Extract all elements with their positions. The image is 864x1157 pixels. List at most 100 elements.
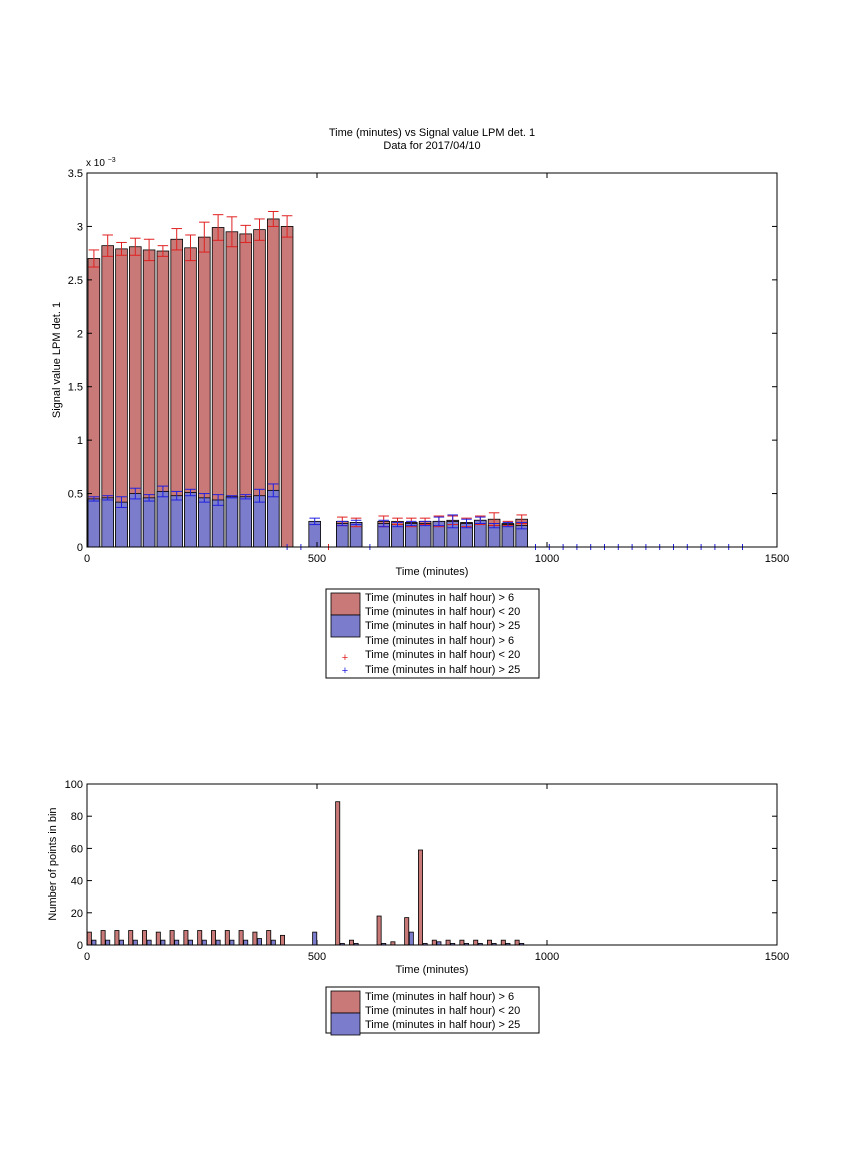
top-blue-bar	[198, 497, 211, 548]
bottom-red-bar	[445, 939, 451, 946]
bottom-red-bar	[376, 915, 382, 946]
top-chart-subtitle: Data for 2017/04/10	[383, 140, 480, 152]
bottom-blue-bar	[408, 931, 414, 946]
bottom-blue-bar	[119, 939, 124, 946]
bottom-blue-bar	[160, 939, 166, 946]
top-y-tick-label: 2	[77, 328, 83, 340]
top-y-axis-label: Signal value LPM det. 1	[51, 302, 63, 418]
top-blue-bar	[253, 495, 266, 548]
top-y-tick-label: 0.5	[68, 489, 83, 501]
bottom-legend-swatch-blue	[330, 1012, 361, 1036]
bottom-blue-bar	[146, 939, 152, 946]
bottom-red-bar	[128, 930, 134, 946]
bottom-y-tick-label: 40	[71, 876, 83, 888]
bottom-x-tick-label: 1000	[535, 951, 559, 963]
bottom-red-bar	[473, 939, 479, 946]
bottom-blue-bar	[257, 938, 262, 946]
top-blue-bar	[87, 498, 101, 548]
bottom-blue-bar	[243, 939, 249, 946]
top-y-scale-label: x 10 −3	[86, 157, 116, 169]
bottom-red-bar	[100, 930, 106, 946]
bottom-blue-bar	[188, 939, 193, 946]
bottom-y-tick-label: 0	[77, 940, 83, 952]
bottom-red-bar	[224, 930, 230, 946]
bottom-x-axis-label: Time (minutes)	[396, 964, 469, 976]
top-red-bar	[280, 226, 294, 548]
bottom-red-bar	[142, 930, 147, 946]
top-chart-title: Time (minutes) vs Signal value LPM det. …	[329, 127, 535, 139]
top-blue-bar	[129, 493, 142, 548]
bottom-blue-bar	[270, 939, 276, 946]
bottom-y-tick-label: 100	[65, 779, 83, 791]
bottom-red-bar	[459, 939, 465, 946]
top-blue-bar	[101, 497, 114, 548]
top-blue-bar	[225, 496, 239, 548]
bottom-red-bar	[197, 930, 203, 946]
bottom-red-bar	[252, 931, 258, 946]
top-legend-text-5: Time (minutes in half hour) < 20	[365, 649, 520, 661]
bottom-red-bar	[211, 930, 216, 946]
bottom-red-bar	[114, 930, 120, 946]
bottom-red-bar	[487, 939, 492, 946]
bottom-x-tick-label: 500	[308, 951, 326, 963]
top-blue-bar	[336, 523, 349, 548]
top-x-tick-label: 1500	[765, 553, 789, 565]
bottom-y-axis-label: Number of points in bin	[47, 807, 59, 920]
bottom-legend-text-3: Time (minutes in half hour) > 25	[365, 1019, 520, 1031]
top-legend-swatch-red	[330, 592, 361, 616]
top-y-tick-label: 1	[77, 435, 83, 447]
top-x-tick-label: 1000	[535, 553, 559, 565]
top-legend-text-3: Time (minutes in half hour) > 25	[365, 620, 520, 632]
top-blue-bar	[267, 489, 280, 548]
top-y-tick-label: 1.5	[68, 382, 83, 394]
bottom-y-tick-label: 60	[71, 843, 83, 855]
bottom-red-bar	[266, 930, 272, 946]
bottom-red-bar	[431, 939, 437, 946]
bottom-red-bar	[183, 930, 189, 946]
bottom-blue-bar	[312, 931, 318, 946]
top-blue-bar	[170, 495, 183, 548]
bottom-red-bar	[238, 930, 244, 946]
top-blue-bar	[115, 501, 128, 548]
bottom-blue-bar	[132, 939, 138, 946]
bottom-blue-bar	[91, 939, 97, 946]
bottom-blue-bar	[201, 939, 207, 946]
bottom-red-bar	[335, 801, 341, 946]
top-blue-bar	[391, 524, 404, 548]
bottom-red-bar	[280, 934, 285, 946]
top-legend-swatch-blue	[330, 614, 361, 638]
bottom-blue-bar	[174, 939, 180, 946]
top-legend-text-4: Time (minutes in half hour) > 6	[365, 635, 514, 647]
top-y-scale-base: x 10	[86, 158, 105, 169]
top-legend-plus-blue: +	[342, 665, 348, 677]
bottom-blue-bar	[229, 939, 235, 946]
bottom-red-bar	[349, 939, 354, 946]
bottom-legend-box	[325, 986, 540, 1034]
top-y-tick-label: 3.5	[68, 168, 83, 180]
top-chart: Time (minutes) vs Signal value LPM det. …	[51, 127, 789, 679]
top-legend-text-1: Time (minutes in half hour) > 6	[365, 592, 514, 604]
top-blue-bar	[239, 496, 252, 548]
top-legend-text-2: Time (minutes in half hour) < 20	[365, 606, 520, 618]
top-blue-bar	[184, 492, 197, 548]
top-legend-plus-red: +	[342, 652, 348, 664]
top-blue-bar	[501, 524, 515, 548]
top-x-tick-label: 500	[308, 553, 326, 565]
bottom-legend-text-2: Time (minutes in half hour) < 20	[365, 1005, 520, 1017]
bottom-red-bar	[86, 931, 92, 946]
top-y-tick-label: 2.5	[68, 275, 83, 287]
top-legend-text-6: Time (minutes in half hour) > 25	[365, 664, 520, 676]
top-plot-frame	[86, 172, 778, 548]
top-y-tick-label: 0	[77, 542, 83, 554]
top-blue-bar	[418, 523, 432, 548]
bottom-red-bar	[418, 849, 423, 946]
bottom-y-tick-label: 20	[71, 908, 83, 920]
bottom-red-bar	[169, 930, 175, 946]
bottom-x-tick-label: 1500	[765, 951, 789, 963]
top-blue-bar	[211, 499, 225, 548]
top-y-scale-exp: −3	[108, 157, 116, 164]
bottom-plot-frame	[86, 783, 778, 946]
bottom-x-tick-label: 0	[84, 951, 90, 963]
